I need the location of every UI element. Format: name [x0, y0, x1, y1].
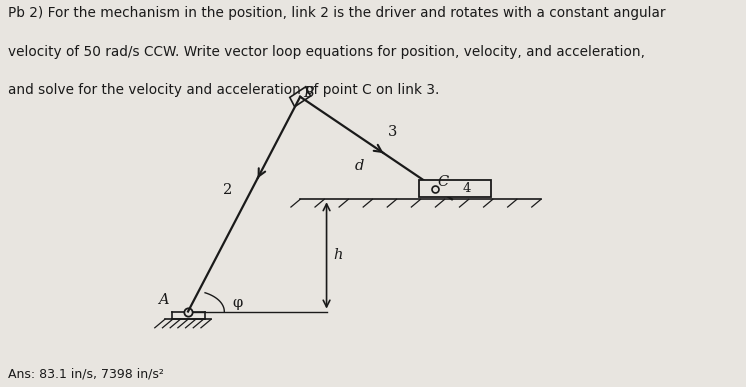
Text: A: A [158, 293, 169, 307]
Bar [419, 180, 492, 197]
Text: d: d [355, 159, 364, 173]
Text: velocity of 50 rad/s CCW. Write vector loop equations for position, velocity, an: velocity of 50 rad/s CCW. Write vector l… [8, 45, 645, 58]
Text: φ: φ [232, 296, 242, 310]
Text: 3: 3 [388, 125, 397, 139]
Text: 4: 4 [463, 182, 471, 195]
Polygon shape [289, 87, 310, 107]
Text: C: C [438, 175, 449, 189]
Text: 2: 2 [223, 183, 232, 197]
Text: Ans: 83.1 in/s, 7398 in/s²: Ans: 83.1 in/s, 7398 in/s² [8, 367, 164, 380]
Text: and solve for the velocity and acceleration of point C on link 3.: and solve for the velocity and accelerat… [8, 83, 439, 97]
Text: h: h [333, 248, 342, 262]
Text: B: B [304, 86, 314, 100]
Text: Pb 2) For the mechanism in the position, link 2 is the driver and rotates with a: Pb 2) For the mechanism in the position,… [8, 6, 665, 20]
